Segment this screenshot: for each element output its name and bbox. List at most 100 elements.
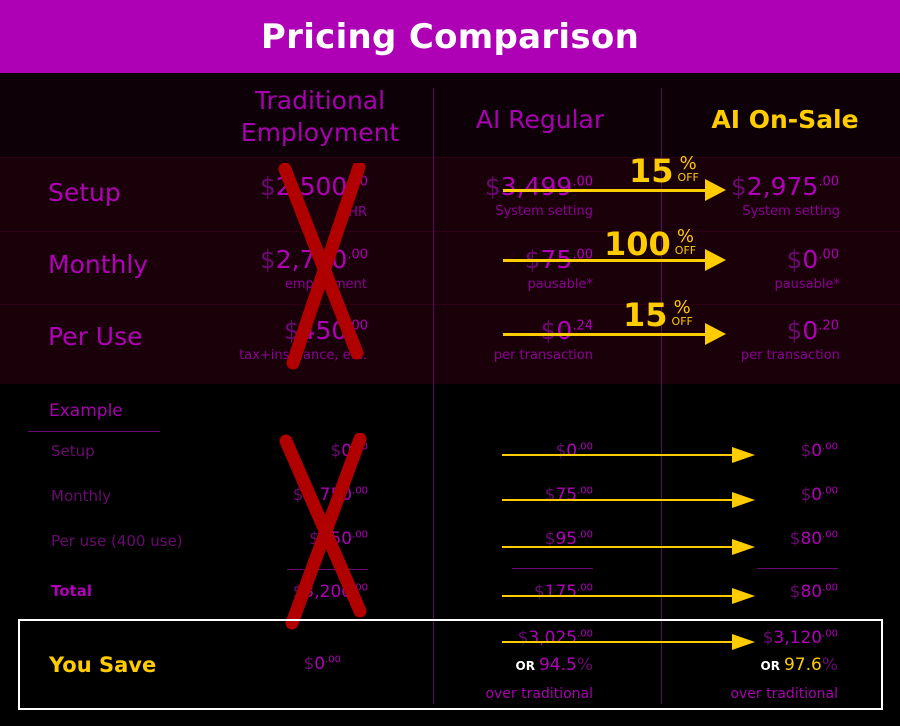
example-sale-setup: $0.00 bbox=[800, 441, 838, 461]
amount: 2,750 bbox=[303, 485, 353, 505]
example-sale-total: $80.00 bbox=[790, 582, 838, 602]
dollar-sign: $ bbox=[303, 654, 315, 674]
dollar-sign: $ bbox=[484, 172, 501, 201]
example-regular-setup: $0.00 bbox=[555, 441, 593, 461]
sum-divider bbox=[287, 569, 368, 570]
regular-per-use-price: $0.24 bbox=[541, 316, 594, 345]
traditional-setup-price: $2,500.00 bbox=[260, 172, 368, 201]
cents: .00 bbox=[347, 247, 368, 263]
cents: .00 bbox=[577, 485, 593, 497]
savings-box bbox=[18, 619, 883, 710]
row-label-setup: Setup bbox=[48, 178, 121, 207]
row-band-setup bbox=[0, 157, 900, 231]
cents: .00 bbox=[822, 529, 838, 541]
amount: 95 bbox=[555, 529, 578, 549]
cents: .00 bbox=[822, 441, 838, 453]
sum-divider bbox=[512, 568, 593, 569]
dollar-sign: $ bbox=[517, 628, 529, 648]
dollar-sign: $ bbox=[800, 485, 812, 505]
example-traditional-total: $3,200.00 bbox=[293, 582, 368, 602]
cents: .00 bbox=[347, 318, 368, 334]
arrow-icon bbox=[503, 179, 726, 201]
savings-sale-amount: $3,120.00 bbox=[763, 628, 838, 648]
example-regular-total: $175.00 bbox=[534, 582, 593, 602]
discount-badge-per-use: 15 % OFF bbox=[623, 296, 693, 334]
example-title: Example bbox=[49, 401, 123, 421]
percent-sign: % bbox=[821, 655, 838, 675]
amount: 0 bbox=[341, 441, 353, 461]
dollar-sign: $ bbox=[730, 172, 747, 201]
regular-monthly-note: pausable* bbox=[527, 277, 593, 292]
arrow-icon bbox=[502, 539, 755, 555]
header-line: Employment bbox=[240, 118, 400, 147]
amount: 0 bbox=[811, 485, 823, 505]
amount: 3,025 bbox=[528, 628, 578, 648]
amount: 450 bbox=[299, 316, 348, 345]
cents: .00 bbox=[822, 485, 838, 497]
dollar-sign: $ bbox=[762, 628, 774, 648]
savings-regular-percent: OR 94.5% bbox=[516, 655, 593, 675]
example-regular-monthly: $75.00 bbox=[545, 485, 593, 505]
dollar-sign: $ bbox=[544, 529, 556, 549]
dollar-sign: $ bbox=[283, 316, 300, 345]
savings-label: You Save bbox=[49, 653, 157, 677]
off-label: OFF bbox=[674, 244, 697, 257]
dollar-sign: $ bbox=[540, 316, 557, 345]
percent-off: % OFF bbox=[678, 153, 699, 184]
dollar-sign: $ bbox=[786, 316, 803, 345]
example-sale-monthly: $0.00 bbox=[800, 485, 838, 505]
cents: .00 bbox=[577, 529, 593, 541]
discount-badge-monthly: 100 % OFF bbox=[604, 228, 697, 261]
column-divider bbox=[433, 88, 434, 704]
arrow-icon bbox=[503, 249, 726, 271]
amount: 2,975 bbox=[746, 172, 819, 201]
row-label-monthly: Monthly bbox=[48, 250, 149, 279]
example-sale-per-use: $80.00 bbox=[790, 529, 838, 549]
amount: 75 bbox=[555, 485, 578, 505]
cents: .00 bbox=[818, 174, 839, 190]
column-header-ai-sale: AI On-Sale bbox=[711, 105, 859, 134]
sale-monthly-note: pausable* bbox=[774, 277, 840, 292]
amount: 3,200 bbox=[303, 582, 353, 602]
regular-per-use-note: per transaction bbox=[493, 348, 593, 363]
amount: 0 bbox=[811, 441, 823, 461]
percent-off: % OFF bbox=[672, 299, 693, 328]
amount: 0 bbox=[566, 441, 578, 461]
cents: .00 bbox=[577, 628, 593, 640]
percent-sign: % bbox=[576, 655, 593, 675]
sale-setup-price: $2,975.00 bbox=[731, 172, 839, 201]
dollar-sign: $ bbox=[259, 172, 276, 201]
cents: .00 bbox=[822, 628, 838, 640]
dollar-sign: $ bbox=[533, 582, 545, 602]
arrow-icon bbox=[502, 447, 755, 463]
page-header: Pricing Comparison bbox=[0, 0, 900, 73]
example-label-setup: Setup bbox=[51, 442, 95, 460]
arrow-icon bbox=[502, 588, 755, 604]
traditional-per-use-note: tax+insurance, etc. bbox=[239, 348, 367, 363]
cents: .00 bbox=[352, 582, 368, 594]
page-title: Pricing Comparison bbox=[260, 16, 640, 57]
amount: 3,120 bbox=[773, 628, 823, 648]
or-label: OR bbox=[760, 659, 780, 673]
dollar-sign: $ bbox=[555, 441, 567, 461]
percent-sign: % bbox=[679, 153, 697, 174]
discount-value: 15 bbox=[623, 296, 668, 334]
amount: 80 bbox=[800, 529, 823, 549]
amount: 0 bbox=[314, 654, 326, 674]
amount: 3,499 bbox=[500, 172, 573, 201]
percent-off: % OFF bbox=[674, 228, 697, 257]
savings-sale-percent: OR 97.6% bbox=[761, 655, 838, 675]
row-band-per-use bbox=[0, 304, 900, 384]
cents: .00 bbox=[577, 441, 593, 453]
example-traditional-setup: $0.00 bbox=[330, 441, 368, 461]
example-traditional-per-use: $450.00 bbox=[309, 529, 368, 549]
dollar-sign: $ bbox=[786, 245, 803, 274]
traditional-monthly-price: $2,750.00 bbox=[260, 245, 368, 274]
dollar-sign: $ bbox=[330, 441, 342, 461]
sale-setup-note: System setting bbox=[742, 204, 840, 219]
dollar-sign: $ bbox=[789, 582, 801, 602]
amount: 0 bbox=[802, 316, 819, 345]
amount: 0 bbox=[802, 245, 819, 274]
column-divider bbox=[661, 88, 662, 704]
traditional-setup-note: HR bbox=[348, 205, 367, 220]
